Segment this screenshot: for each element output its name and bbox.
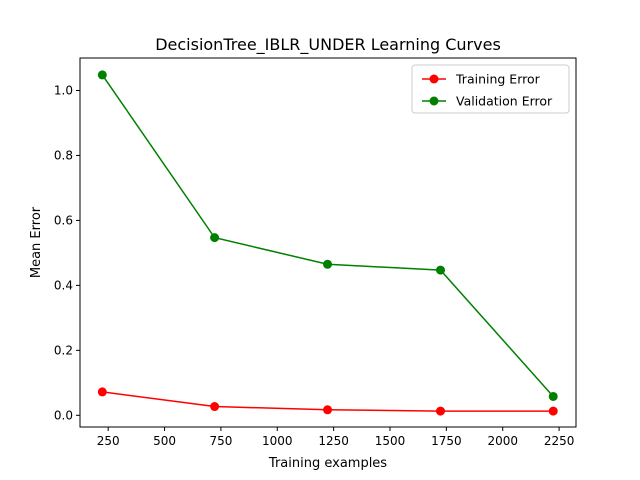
training-error-point (436, 406, 446, 416)
y-tick-label: 0.0 (54, 408, 73, 422)
x-tick-label: 2000 (487, 434, 518, 448)
x-tick-label: 1250 (318, 434, 349, 448)
y-tick-label: 0.8 (54, 148, 73, 162)
validation-error-point (548, 391, 558, 401)
validation-error-point (210, 233, 220, 243)
x-tick-label: 2250 (544, 434, 575, 448)
y-axis-label: Mean Error (29, 206, 44, 278)
x-tick-label: 750 (209, 434, 232, 448)
y-tick-label: 0.6 (54, 213, 73, 227)
legend-label-validation-error: Validation Error (456, 94, 553, 109)
x-axis-label: Training examples (268, 456, 387, 471)
x-tick-label: 1000 (262, 434, 293, 448)
validation-error-point (323, 259, 333, 269)
y-tick-label: 0.2 (54, 343, 73, 357)
y-tick-label: 0.4 (54, 278, 73, 292)
training-error-point (323, 405, 333, 415)
x-tick-label: 500 (153, 434, 176, 448)
chart-title: DecisionTree_IBLR_UNDER Learning Curves (155, 35, 501, 55)
training-error-point (210, 402, 220, 412)
legend-box (411, 64, 570, 114)
validation-error-point (436, 265, 446, 275)
x-tick-label: 1750 (431, 434, 462, 448)
y-tick-label: 1.0 (54, 83, 73, 97)
legend-marker-validation-error (429, 96, 439, 106)
legend-marker-training-error (429, 74, 439, 84)
x-tick-label: 1500 (375, 434, 406, 448)
x-tick-label: 250 (97, 434, 120, 448)
validation-error-point (97, 70, 107, 80)
legend-label-training-error: Training Error (455, 72, 541, 87)
plot-frame (79, 57, 577, 428)
training-error-point (97, 387, 107, 397)
training-error-point (548, 406, 558, 416)
